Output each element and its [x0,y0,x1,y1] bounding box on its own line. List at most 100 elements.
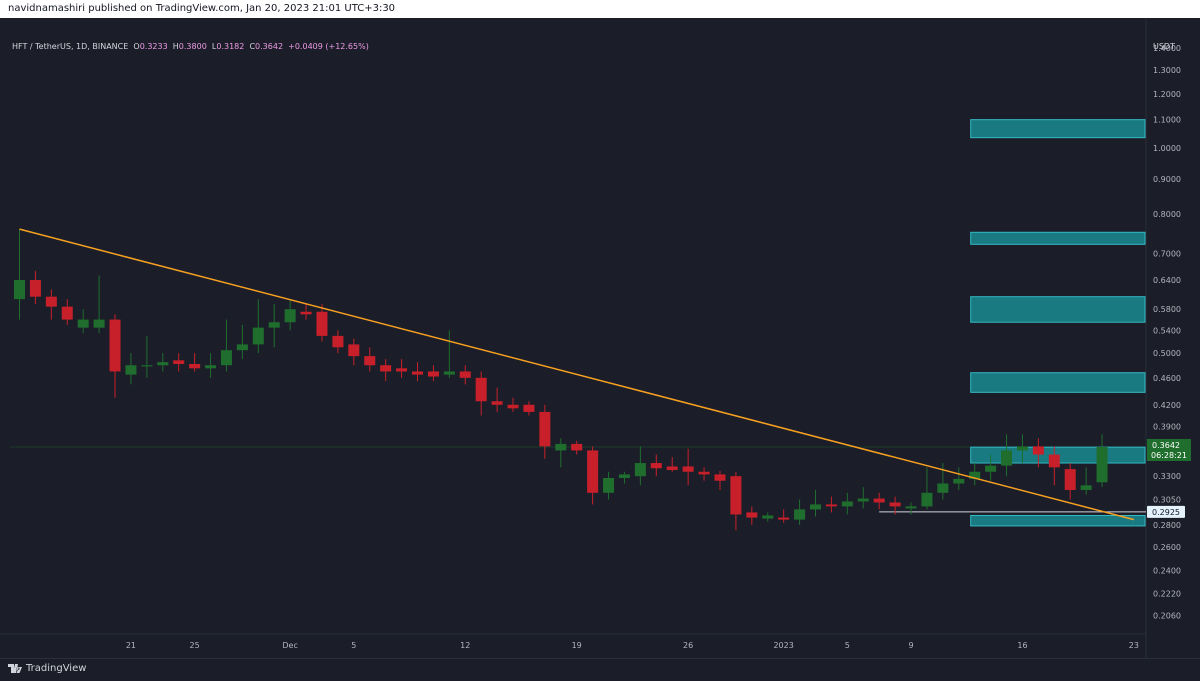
candle-down [825,504,837,507]
symbol-name: HFT / TetherUS, 1D, BINANCE [12,42,129,51]
y-tick-label: 0.5400 [1153,326,1181,335]
low-label: L [211,42,217,51]
x-tick-label: 25 [190,641,200,650]
x-tick-label: 5 [351,641,356,650]
candle-down [682,466,694,472]
candle-up [841,501,853,507]
chart-svg[interactable]: 1.4000 1.3000 1.2000 1.1000 1.0000 0.9000 0.80… [0,18,1200,658]
low-value: 0.3182 [216,42,245,51]
candle-down [1064,469,1076,490]
candle-down [364,356,376,366]
candle-up [969,471,981,479]
resistance-zone [970,296,1146,323]
candle-up [236,344,248,351]
y-tick-label: 0.7000 [1153,249,1181,258]
candle-up [937,483,949,493]
candle-down [1048,454,1060,468]
candle-down [698,471,710,475]
x-tick-label: 2023 [773,641,793,650]
candle-down [380,365,392,372]
open-value: 0.3233 [139,42,168,51]
candle-up [93,319,105,328]
candle-up [284,309,296,323]
tradingview-logo[interactable]: TradingView [8,663,86,674]
y-tick-label: 0.2060 [1153,612,1181,621]
y-tick-label: 0.9000 [1153,175,1181,184]
candle-up [603,477,615,493]
candle-down [714,474,726,481]
candle-down [491,401,503,405]
trendline [19,228,1135,521]
y-tick-label: 0.2400 [1153,567,1181,576]
y-tick-label: 0.3300 [1153,472,1181,481]
y-tick-label: 0.3050 [1153,496,1181,505]
chart-frame[interactable]: 1.4000 1.3000 1.2000 1.1000 1.0000 0.9000 0.80… [0,18,1200,658]
change-value: +0.0409 (+12.65%) [288,42,369,51]
candle-up [555,443,567,451]
candle-down [348,344,360,357]
open-label: O [133,42,140,51]
x-tick-label: 5 [845,641,850,650]
candle-up [810,504,821,510]
close-value: 0.3642 [255,42,284,51]
publisher-text: navidnamashiri published on TradingView.… [8,3,396,14]
candle-down [666,466,678,470]
marker-price-label-box [1147,505,1185,518]
candle-up [205,365,217,369]
candle-up [252,327,264,345]
y-tick-label: 1.3000 [1153,66,1181,75]
last-price-countdown: 06:28:21 [1151,451,1187,460]
candle-up [1001,450,1013,466]
candle-up [953,478,965,484]
y-tick-label: 0.6400 [1153,276,1181,285]
resistance-zone [970,119,1146,139]
candle-up [1080,485,1092,490]
candle-up [921,492,933,507]
candle-down [889,502,901,507]
candle-up [905,506,917,509]
candle-down [316,311,328,336]
candle-down [332,335,344,348]
candle-up [634,463,646,477]
close-label: C [249,42,256,51]
last-price-value: 0.3642 [1152,441,1180,450]
candle-down [587,450,599,493]
y-tick-label: 1.0000 [1153,144,1181,153]
y-tick-label: 0.8000 [1153,210,1181,219]
candle-down [109,319,121,372]
candle-down [873,498,885,503]
candle-down [61,306,73,320]
y-tick-label: 0.4200 [1153,401,1181,410]
candle-down [730,476,742,515]
y-tick-label: 0.2600 [1153,543,1181,552]
resistance-zone [970,514,1146,527]
candle-down [189,364,201,369]
candle-up [220,350,232,366]
candle-up [618,474,630,478]
candle-down [475,377,487,402]
candle-down [412,371,423,375]
x-tick-label: 23 [1129,641,1139,650]
x-tick-label: 19 [572,641,582,650]
candle-down [29,280,41,297]
candle-down [539,411,551,447]
candle-up [857,498,869,502]
candle-down [523,404,535,412]
marker-price-value: 0.2925 [1152,508,1180,517]
candle-up [141,365,153,367]
tradingview-icon [8,664,22,673]
y-tick-label: 0.5000 [1153,349,1181,358]
candle-down [1032,446,1044,455]
candle-down [173,360,185,365]
x-tick-label: 21 [126,641,136,650]
y-tick-label: 0.3900 [1153,423,1181,432]
candle-down [427,371,439,377]
candle-up [157,362,169,366]
currency-label: USDT [1153,42,1175,51]
footer-bar: TradingView [0,658,1200,681]
high-label: H [172,42,179,51]
tradingview-brand: TradingView [26,663,87,674]
y-tick-label: 1.2000 [1153,90,1181,99]
candle-up [985,465,997,472]
y-tick-label: 0.2220 [1153,590,1181,599]
